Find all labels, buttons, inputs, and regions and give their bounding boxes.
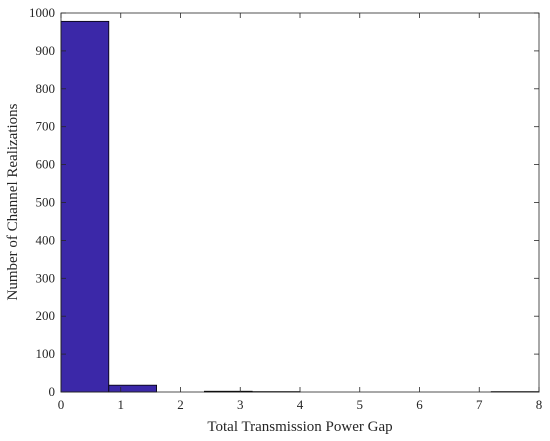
x-tick-label: 1 xyxy=(118,397,125,412)
y-tick-label: 100 xyxy=(36,346,56,361)
x-tick-label: 5 xyxy=(357,397,364,412)
y-tick-label: 400 xyxy=(36,232,56,247)
y-tick-label: 700 xyxy=(36,119,56,134)
y-tick-label: 600 xyxy=(36,157,56,172)
y-tick-label: 800 xyxy=(36,81,56,96)
y-tick-label: 500 xyxy=(36,195,56,210)
y-axis-label: Number of Channel Realizations xyxy=(5,103,21,300)
y-tick-label: 0 xyxy=(49,384,56,399)
y-tick-label: 1000 xyxy=(29,5,55,20)
x-tick-label: 8 xyxy=(536,397,543,412)
x-tick-label: 4 xyxy=(297,397,304,412)
plot-frame xyxy=(60,12,540,393)
x-tick-label: 0 xyxy=(58,397,65,412)
x-axis-label: Total Transmission Power Gap xyxy=(207,419,392,435)
x-tick-label: 2 xyxy=(177,397,184,412)
y-tick-label: 300 xyxy=(36,270,56,285)
x-tick-label: 7 xyxy=(476,397,483,412)
x-tick-label: 6 xyxy=(416,397,423,412)
x-tick-label: 3 xyxy=(237,397,244,412)
y-tick-label: 200 xyxy=(36,308,56,323)
bar xyxy=(60,20,110,393)
bar xyxy=(108,384,158,393)
y-tick-label: 900 xyxy=(36,43,56,58)
